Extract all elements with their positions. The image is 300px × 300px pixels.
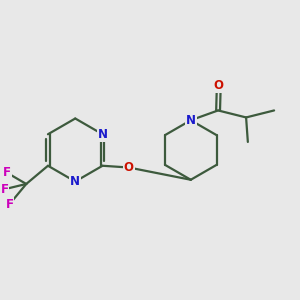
Text: N: N bbox=[70, 175, 80, 188]
Text: N: N bbox=[98, 128, 107, 141]
Text: O: O bbox=[124, 161, 134, 174]
Text: F: F bbox=[5, 198, 14, 211]
Text: N: N bbox=[186, 114, 196, 127]
Text: O: O bbox=[214, 80, 224, 92]
Text: F: F bbox=[1, 183, 9, 196]
Text: F: F bbox=[3, 166, 11, 179]
